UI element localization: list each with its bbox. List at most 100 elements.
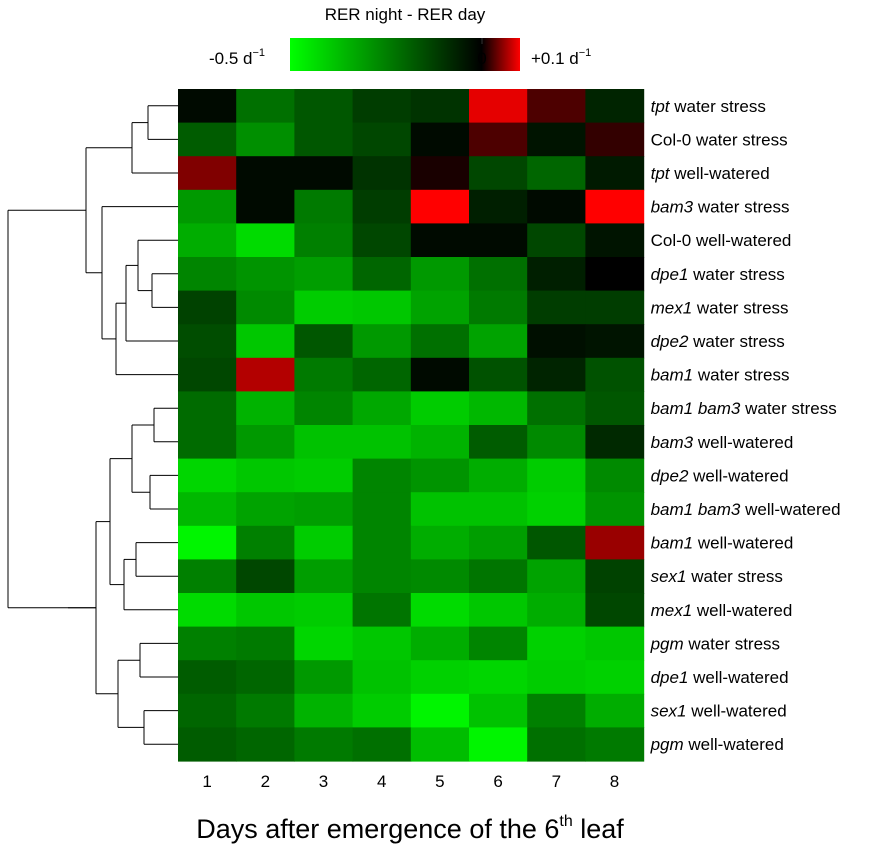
heatmap-cell: [352, 223, 412, 258]
legend-min-label: -0.5 d−1: [209, 47, 265, 68]
heatmap-cell: [236, 727, 295, 762]
heatmap-cell: [585, 660, 645, 695]
row-label: sex1 water stress: [651, 567, 783, 586]
heatmap-cell: [236, 626, 295, 661]
heatmap-cell: [527, 425, 586, 460]
heatmap-cell: [469, 727, 528, 762]
heatmap-cells: [178, 89, 645, 762]
row-label-condition: water stress: [692, 298, 788, 317]
row-label-gene: tpt: [651, 97, 671, 116]
row-label-condition: well-watered: [670, 164, 770, 183]
heatmap-cell: [352, 525, 412, 560]
heatmap-cell: [352, 593, 412, 628]
heatmap-cell: [585, 425, 645, 460]
row-label-gene: dpe1: [651, 265, 689, 284]
heatmap-cell: [469, 290, 528, 325]
heatmap-cell: [294, 357, 354, 392]
row-label-condition: well-watered: [740, 500, 840, 519]
heatmap-cell: [178, 391, 237, 426]
column-label: 6: [493, 772, 502, 791]
heatmap-cell: [178, 89, 237, 124]
heatmap-cell: [527, 290, 586, 325]
heatmap-cell: [585, 458, 645, 493]
heatmap-cell: [294, 122, 354, 157]
heatmap-cell: [352, 626, 412, 661]
column-label: 3: [319, 772, 328, 791]
heatmap-cell: [527, 525, 586, 560]
heatmap-cell: [236, 257, 295, 292]
heatmap-cell: [236, 189, 295, 224]
row-label: Col-0 well-watered: [651, 231, 792, 250]
heatmap-cell: [585, 357, 645, 392]
heatmap-cell: [585, 290, 645, 325]
column-label: 7: [552, 772, 561, 791]
heatmap-cell: [527, 492, 586, 527]
row-label: tpt well-watered: [651, 164, 770, 183]
x-axis-label: Days after emergence of the 6th leaf: [196, 813, 624, 844]
heatmap-cell: [294, 458, 354, 493]
heatmap-cell: [236, 290, 295, 325]
heatmap-cell: [294, 257, 354, 292]
row-label-gene: mex1: [651, 601, 693, 620]
row-label-gene: bam3: [651, 433, 694, 452]
heatmap-cell: [294, 525, 354, 560]
heatmap-cell: [527, 693, 586, 728]
row-label-condition: well-watered: [693, 433, 793, 452]
heatmap-cell: [410, 492, 470, 527]
x-axis-label-sup: th: [559, 813, 572, 830]
heatmap-cell: [236, 156, 295, 191]
row-label-gene: bam1: [651, 534, 694, 553]
row-label-condition: water stress: [693, 366, 789, 385]
heatmap-cell: [410, 525, 470, 560]
heatmap-cell: [352, 693, 412, 728]
row-label-condition: well-watered: [688, 466, 788, 485]
row-label-condition: water stress: [670, 97, 766, 116]
heatmap-cell: [352, 122, 412, 157]
heatmap-cell: [178, 257, 237, 292]
row-label-gene: pgm: [650, 634, 684, 653]
heatmap-cell: [294, 156, 354, 191]
row-label: mex1 water stress: [651, 298, 789, 317]
heatmap-cell: [178, 593, 237, 628]
heatmap-cell: [585, 559, 645, 594]
row-label: pgm well-watered: [650, 735, 784, 754]
heatmap-cell: [527, 223, 586, 258]
row-label-gene: mex1: [651, 298, 693, 317]
row-label-condition: water stress: [691, 130, 787, 149]
heatmap-cell: [294, 290, 354, 325]
heatmap-cell: [352, 727, 412, 762]
heatmap-cell: [469, 324, 528, 359]
heatmap-cell: [178, 559, 237, 594]
heatmap-cell: [585, 89, 645, 124]
heatmap-cell: [178, 122, 237, 157]
column-label: 1: [202, 772, 211, 791]
row-label-condition: water stress: [687, 567, 783, 586]
heatmap-cell: [585, 391, 645, 426]
heatmap-cell: [236, 357, 295, 392]
heatmap-cell: [178, 425, 237, 460]
heatmap-cell: [469, 425, 528, 460]
row-label-gene: dpe1: [651, 668, 689, 687]
heatmap-cell: [294, 391, 354, 426]
heatmap-cell: [178, 357, 237, 392]
heatmap-cell: [585, 223, 645, 258]
heatmap-cell: [585, 626, 645, 661]
row-label-condition: well-watered: [691, 231, 791, 250]
legend-max-label: +0.1 d−1: [531, 47, 591, 68]
heatmap-cell: [585, 257, 645, 292]
heatmap-cell: [410, 189, 470, 224]
heatmap-cell: [527, 156, 586, 191]
heatmap-cell: [469, 593, 528, 628]
heatmap-cell: [178, 324, 237, 359]
heatmap-cell: [527, 89, 586, 124]
row-label-condition: well-watered: [687, 702, 787, 721]
row-label: dpe2 well-watered: [651, 466, 789, 485]
heatmap-cell: [585, 189, 645, 224]
row-label-genotype: Col-0: [651, 130, 692, 149]
heatmap-cell: [410, 89, 470, 124]
row-label: dpe2 water stress: [651, 332, 785, 351]
row-label: bam3 water stress: [651, 198, 790, 217]
row-label-gene: tpt: [651, 164, 671, 183]
heatmap-cell: [410, 223, 470, 258]
